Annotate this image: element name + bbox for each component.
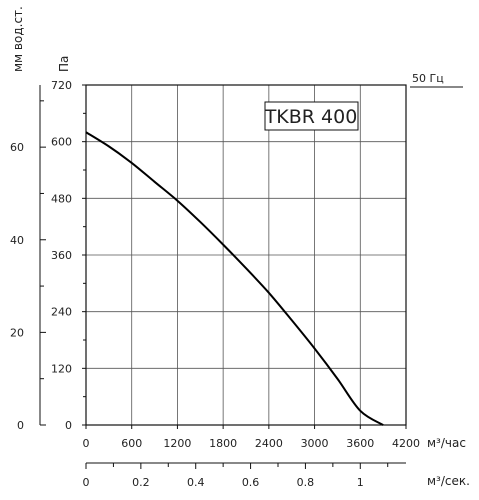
x-tick-label: 0: [83, 437, 90, 450]
y-tick-label: 240: [51, 306, 72, 319]
x-axis-title-m3s: м³/сек.: [427, 474, 470, 488]
y-tick-label: 120: [51, 362, 72, 375]
mm-tick-label: 0: [17, 419, 24, 432]
pa-axis: 0 120 240 360 480 600 720: [51, 79, 86, 432]
frequency-label: 50 Гц: [412, 72, 444, 85]
x-axis-title-m3h: м³/час: [427, 436, 466, 450]
m3s-tick-label: 1: [357, 476, 364, 489]
model-badge-box: [264, 101, 359, 131]
mm-tick-label: 60: [10, 141, 24, 154]
x-tick-label: 3600: [346, 437, 374, 450]
mm-minor-ticks: [40, 100, 44, 380]
y-tick-label: 720: [51, 79, 72, 92]
m3s-tick-label: 0.4: [187, 476, 205, 489]
x-tick-label: 1200: [163, 437, 191, 450]
mm-tick-label: 40: [10, 234, 24, 247]
m3s-tick-label: 0.2: [132, 476, 150, 489]
y-axis-title-mm: мм вод.ст.: [11, 6, 25, 72]
m3h-axis: 0 600 1200 1800 2400 3000 3600 4200: [83, 425, 420, 450]
model-badge: TKBR 400: [264, 106, 358, 128]
grid: [86, 85, 406, 425]
m3s-tick-label: 0.8: [297, 476, 315, 489]
m3s-tick-label: 0.6: [242, 476, 260, 489]
x-tick-label: 4200: [392, 437, 420, 450]
y-axis-title-pa: Па: [57, 56, 71, 72]
y-tick-label: 480: [51, 192, 72, 205]
series-curve: [85, 131, 384, 426]
y-tick-label: 360: [51, 249, 72, 262]
mm-tick-label: 20: [10, 326, 24, 339]
y-tick-label: 0: [65, 419, 72, 432]
m3s-tick-label: 0: [83, 476, 90, 489]
x-tick-label: 3000: [301, 437, 329, 450]
x-tick-label: 2400: [255, 437, 283, 450]
m3s-axis: 0 0.2 0.4 0.6 0.8 1: [83, 463, 389, 489]
x-tick-label: 600: [121, 437, 142, 450]
y-tick-label: 600: [51, 136, 72, 149]
x-tick-label: 1800: [209, 437, 237, 450]
mm-axis: 0 20 40 60: [10, 141, 46, 432]
